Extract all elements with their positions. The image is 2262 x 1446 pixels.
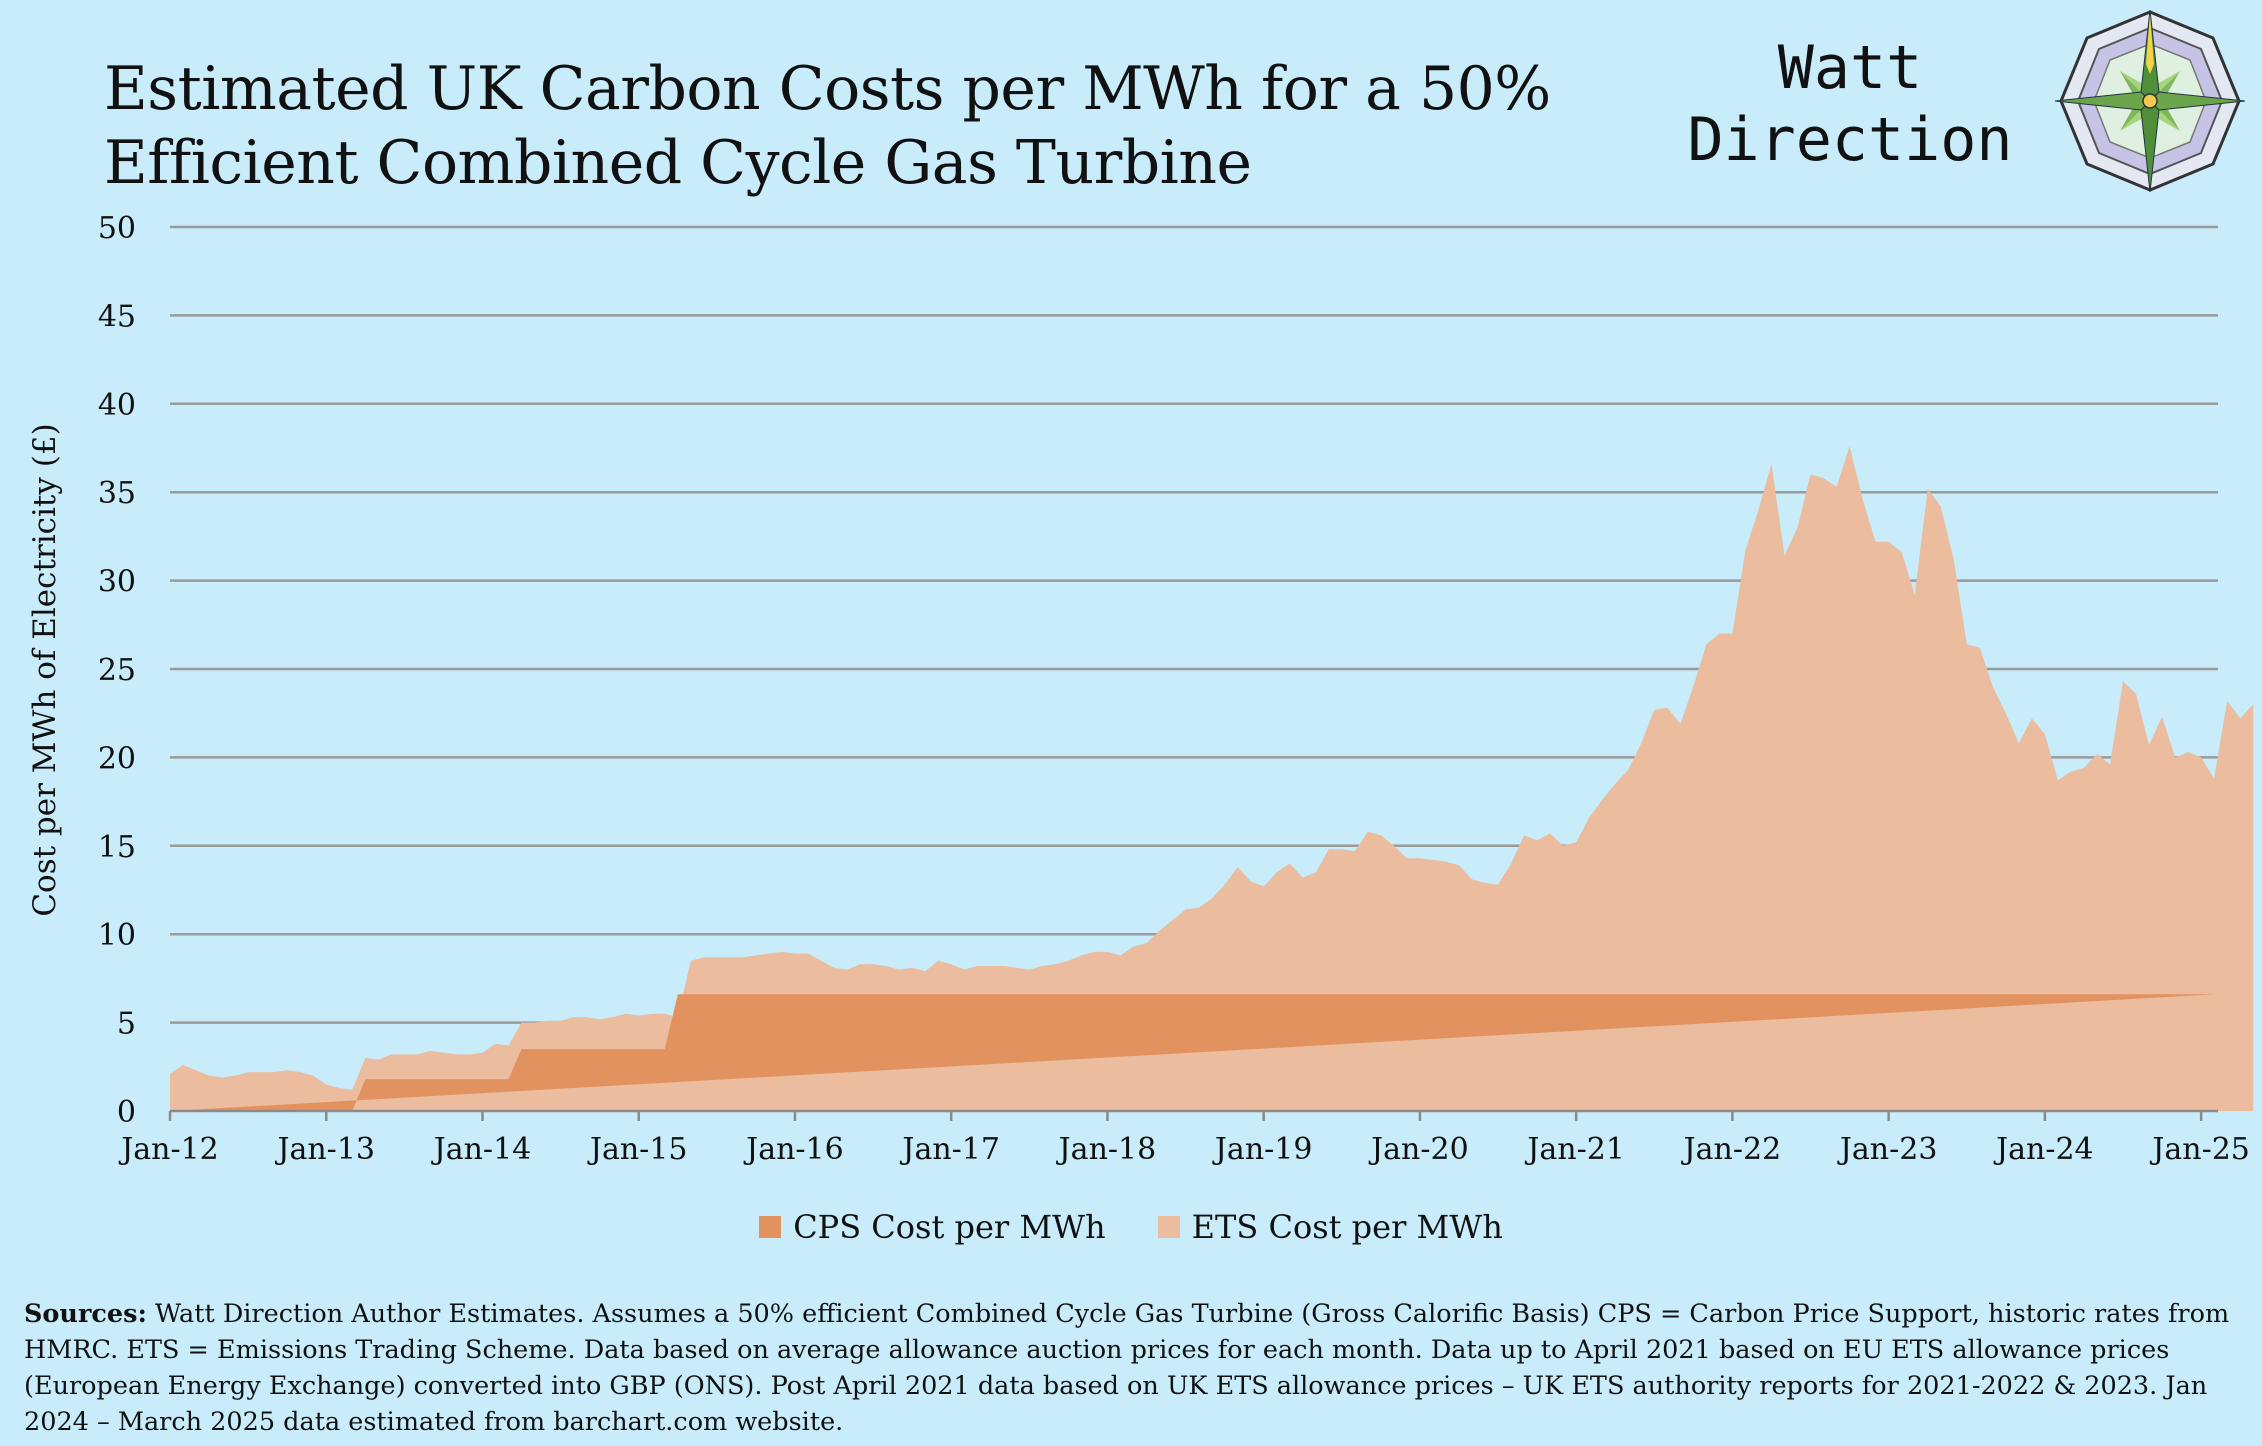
x-tick-label-Jan-24: Jan-24 xyxy=(1993,1132,2094,1167)
y-tick-label-40: 40 xyxy=(98,388,136,423)
y-tick-label-15: 15 xyxy=(98,830,136,865)
legend-swatch-cps xyxy=(759,1216,782,1238)
brand-name: Watt Direction xyxy=(1650,32,2050,176)
x-tick-label-Jan-20: Jan-20 xyxy=(1368,1132,1469,1167)
y-tick-label-5: 5 xyxy=(117,1007,136,1042)
ets-area xyxy=(170,446,2254,1111)
x-tick-label-Jan-21: Jan-21 xyxy=(1524,1132,1625,1167)
y-tick-label-25: 25 xyxy=(98,653,136,688)
x-tick-label-Jan-23: Jan-23 xyxy=(1837,1132,1938,1167)
brand-name-line1: Watt xyxy=(1777,33,1923,103)
y-tick-label-0: 0 xyxy=(117,1095,136,1130)
area-series xyxy=(170,446,2254,1111)
legend-label-ets: ETS Cost per MWh xyxy=(1191,1208,1503,1246)
legend: CPS Cost per MWh ETS Cost per MWh xyxy=(0,1208,2262,1246)
y-tick-label-50: 50 xyxy=(98,211,136,246)
legend-item-cps: CPS Cost per MWh xyxy=(759,1208,1106,1246)
y-tick-label-45: 45 xyxy=(98,299,136,334)
x-tick-label-Jan-14: Jan-14 xyxy=(431,1132,532,1167)
legend-item-ets: ETS Cost per MWh xyxy=(1157,1208,1503,1246)
x-tick-label-Jan-22: Jan-22 xyxy=(1681,1132,1782,1167)
sources-note: Sources: Watt Direction Author Estimates… xyxy=(24,1296,2239,1440)
x-tick-label-Jan-19: Jan-19 xyxy=(1212,1132,1313,1167)
x-tick-label-Jan-25: Jan-25 xyxy=(2149,1132,2250,1167)
y-tick-label-10: 10 xyxy=(98,918,136,953)
x-axis-ticks: Jan-12 Jan-13 Jan-14 Jan-15 Jan-16 Jan-17 Jan-… xyxy=(118,1111,2250,1167)
x-tick-label-Jan-17: Jan-17 xyxy=(899,1132,1000,1167)
cps-area xyxy=(170,994,2215,1111)
x-tick-label-Jan-15: Jan-15 xyxy=(587,1132,688,1167)
legend-label-cps: CPS Cost per MWh xyxy=(793,1208,1106,1246)
compass-rose-logo xyxy=(2054,9,2246,193)
y-tick-label-20: 20 xyxy=(98,741,136,776)
chart-title: Estimated UK Carbon Costs per MWh for a … xyxy=(104,54,1551,198)
sources-label: Sources: xyxy=(24,1299,147,1329)
brand-name-line2: Direction xyxy=(1687,105,2013,175)
y-tick-label-30: 30 xyxy=(98,565,136,600)
y-axis-title: Cost per MWh of Electricity (£) xyxy=(27,423,63,916)
y-tick-label-35: 35 xyxy=(98,476,136,511)
x-tick-label-Jan-18: Jan-18 xyxy=(1056,1132,1157,1167)
sources-text: Watt Direction Author Estimates. Assumes… xyxy=(24,1299,2230,1437)
x-tick-label-Jan-12: Jan-12 xyxy=(118,1132,219,1167)
x-tick-label-Jan-13: Jan-13 xyxy=(274,1132,375,1167)
x-tick-label-Jan-16: Jan-16 xyxy=(743,1132,844,1167)
y-axis-ticks: 0 5 10 15 20 25 30 35 40 45 50 xyxy=(98,211,136,1130)
legend-swatch-ets xyxy=(1157,1216,1180,1238)
